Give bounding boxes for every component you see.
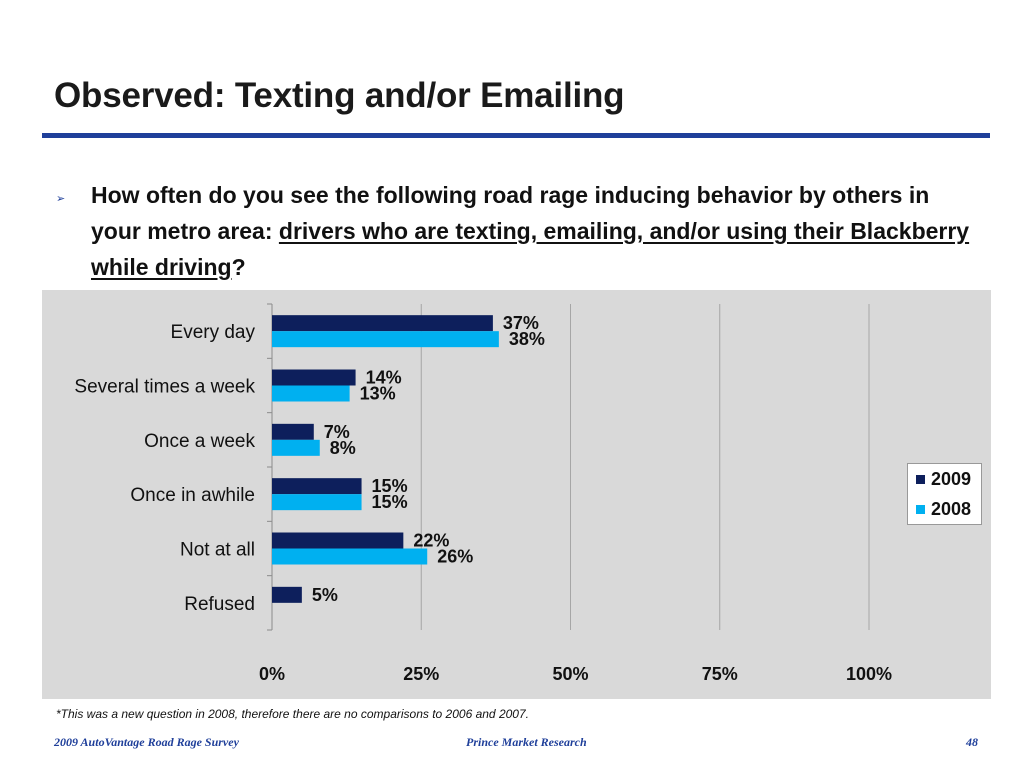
- data-label-2008: 38%: [509, 329, 545, 349]
- question-emphasis: drivers who are texting, emailing, and/o…: [91, 218, 970, 280]
- slide-title: Observed: Texting and/or Emailing: [54, 76, 625, 115]
- footnote: *This was a new question in 2008, theref…: [56, 707, 529, 721]
- x-tick-label: 50%: [552, 664, 588, 684]
- legend-label-2008: 2008: [931, 499, 972, 519]
- data-label-2009: 14%: [366, 368, 402, 388]
- bar-2008: [272, 385, 350, 402]
- legend-swatch-2009: [916, 475, 925, 484]
- bar-2008: [272, 494, 362, 511]
- x-tick-label: 75%: [702, 664, 738, 684]
- x-tick-label: 100%: [846, 664, 892, 684]
- bar-2008: [272, 439, 320, 456]
- survey-question: How often do you see the following road …: [91, 177, 971, 285]
- title-underline-rule: [42, 133, 990, 138]
- data-label-2009: 15%: [372, 476, 408, 496]
- category-label: Once a week: [144, 431, 255, 452]
- bar-2008: [272, 548, 428, 565]
- data-label-2009: 5%: [312, 585, 338, 605]
- bar-2009: [272, 586, 302, 603]
- category-label: Several times a week: [74, 377, 255, 398]
- category-label: Refused: [184, 594, 255, 615]
- legend-item-2009: 2009: [916, 469, 971, 490]
- legend-label-2009: 2009: [931, 469, 972, 489]
- x-tick-label: 0%: [259, 664, 285, 684]
- category-label: Once in awhile: [130, 485, 255, 506]
- page-number: 48: [966, 735, 978, 749]
- data-label-2008: 15%: [372, 492, 408, 512]
- x-tick-label: 25%: [403, 664, 439, 684]
- data-label-2009: 7%: [324, 422, 350, 442]
- category-label: Every day: [171, 322, 256, 343]
- bar-2009: [272, 315, 493, 332]
- bullet-arrow-icon: ➢: [56, 192, 66, 205]
- legend-item-2008: 2008: [916, 499, 971, 520]
- footer-survey-name: 2009 AutoVantage Road Rage Survey: [54, 735, 239, 749]
- category-label: Not at all: [180, 540, 255, 561]
- chart-legend: 2009 2008: [907, 463, 982, 525]
- bar-2009: [272, 423, 314, 440]
- chart-svg: Every day 37%38% Several times a week 14%13…: [74, 303, 892, 684]
- data-label-2008: 8%: [330, 438, 356, 458]
- bar-2009: [272, 369, 356, 386]
- data-label-2009: 37%: [503, 313, 539, 333]
- bar-2009: [272, 478, 362, 495]
- data-label-2009: 22%: [413, 531, 449, 551]
- data-label-2008: 26%: [437, 547, 473, 567]
- data-label-2008: 13%: [360, 384, 396, 404]
- bar-2009: [272, 532, 404, 549]
- legend-swatch-2008: [916, 505, 925, 514]
- bar-chart: Every day 37% 38% Several times a week 14% 13…: [42, 290, 991, 699]
- question-mark: ?: [231, 254, 246, 280]
- footer-company: Prince Market Research: [466, 735, 587, 749]
- question-text: How often do you see the following road …: [91, 182, 930, 244]
- bar-2008: [272, 331, 499, 348]
